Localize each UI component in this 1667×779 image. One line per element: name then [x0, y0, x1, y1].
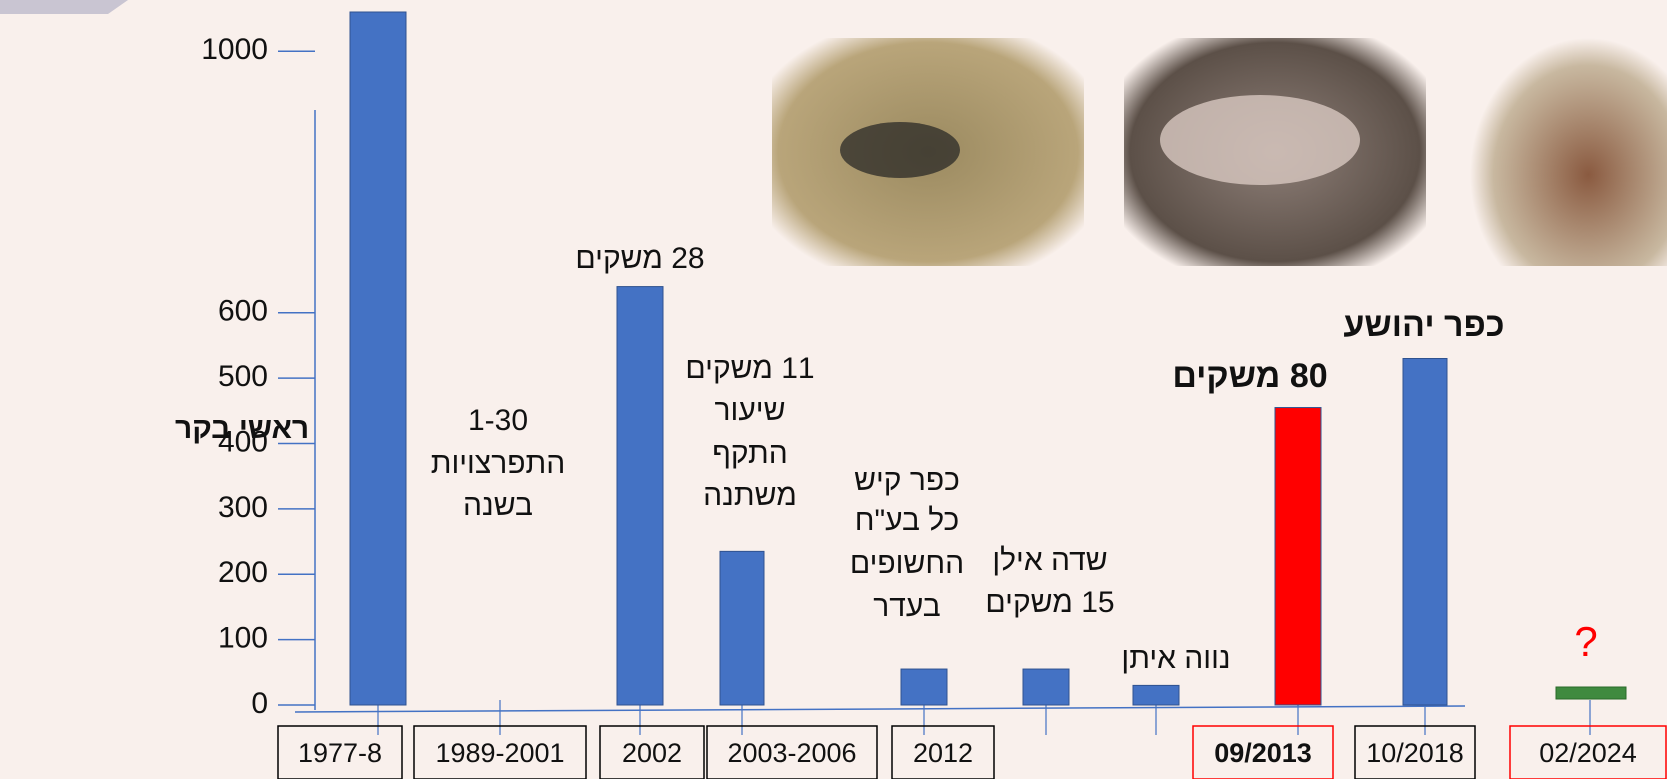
annotation: בשנה [463, 489, 533, 522]
bar [1274, 407, 1322, 706]
y-tick-label: 400 [218, 425, 268, 458]
marker [1555, 686, 1627, 700]
y-tick-label: 200 [218, 556, 268, 589]
annotation: נווה איתן [1121, 642, 1230, 675]
annotation: התקף [712, 437, 788, 470]
x-tick-label: 02/2024 [1539, 738, 1637, 768]
category-box [706, 725, 878, 779]
bar [1022, 668, 1070, 706]
annotation: ? [1574, 618, 1597, 665]
x-axis [294, 705, 1466, 713]
bar [349, 11, 407, 706]
annotation: שדה אילן [992, 544, 1107, 577]
decoration [0, 0, 128, 14]
category-box [1192, 725, 1334, 779]
bar [1402, 358, 1448, 706]
x-tick-label: 10/2018 [1366, 738, 1464, 768]
y-tick-label: 1000 [201, 33, 268, 66]
y-tick-label: 600 [218, 295, 268, 328]
y-tick-label: 0 [251, 687, 268, 720]
annotation: כל בע"ח [855, 504, 960, 537]
bar [900, 668, 948, 706]
annotation: 1-30 [468, 404, 528, 437]
y-tick-label: 500 [218, 360, 268, 393]
annotation: 11 משקים [685, 352, 814, 385]
x-tick-label: 09/2013 [1214, 738, 1312, 768]
bar [1132, 684, 1180, 706]
annotation: בעדר [873, 590, 940, 623]
y-axis-label: ראשי בקר [175, 412, 309, 445]
category-box [1354, 725, 1476, 779]
category-box [1509, 725, 1667, 779]
y-tick-label: 100 [218, 622, 268, 655]
annotation: כפר קיש [854, 464, 960, 497]
category-box [413, 725, 587, 779]
annotation: 80 משקים [1172, 357, 1327, 395]
x-tick-label: 2003-2006 [727, 738, 856, 768]
annotation: התפרצויות [431, 447, 566, 480]
photo [1470, 38, 1667, 266]
category-box [599, 725, 705, 779]
x-tick-label: 1977-8 [298, 738, 382, 768]
annotation: 28 משקים [575, 242, 704, 275]
photo-detail [1160, 95, 1360, 185]
x-tick-label: 1989-2001 [435, 738, 564, 768]
annotation: שיעור [715, 394, 786, 427]
annotation: 15 משקים [985, 586, 1114, 619]
category-box [277, 725, 403, 779]
y-tick-label: 300 [218, 491, 268, 524]
photo-detail [840, 122, 960, 178]
annotation: החשופים [850, 547, 964, 580]
bar [616, 286, 664, 706]
x-tick-label: 2002 [622, 738, 682, 768]
x-tick-label: 2012 [913, 738, 973, 768]
bar [719, 550, 765, 706]
category-box [891, 725, 995, 779]
annotation: משתנה [703, 479, 797, 512]
annotation: כפר יהושע [1343, 306, 1504, 344]
